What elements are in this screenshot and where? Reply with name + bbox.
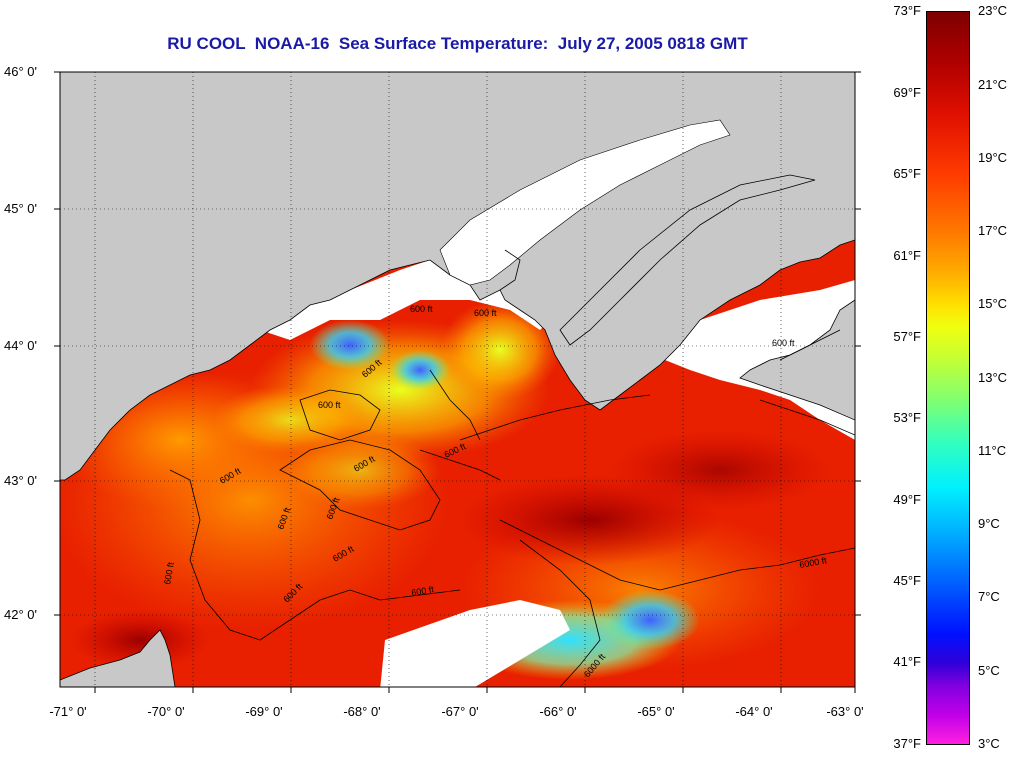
colorbar-c-label: 5°C — [978, 663, 1000, 678]
colorbar-f-label: 57°F — [893, 329, 921, 344]
lon-label: -64° 0' — [735, 704, 773, 719]
colorbar-c-label: 19°C — [978, 150, 1008, 165]
colorbar-c-label: 15°C — [978, 296, 1008, 311]
plot-frame — [59, 71, 856, 688]
colorbar-f-label: 53°F — [893, 410, 921, 425]
lon-label: -70° 0' — [147, 704, 185, 719]
bay-water — [439, 119, 731, 286]
cold-region — [310, 320, 390, 370]
map-title: RU COOL NOAA-16 Sea Surface Temperature:… — [167, 34, 748, 53]
lon-label: -71° 0' — [49, 704, 87, 719]
contour-label: 600 ft — [318, 400, 341, 410]
land-area — [739, 299, 855, 421]
hot-region — [70, 610, 210, 670]
colorbar-c-label: 3°C — [978, 736, 1000, 751]
colorbar-c-label: 21°C — [978, 77, 1008, 92]
lon-label: -63° 0' — [826, 704, 864, 719]
lat-label: 46° 0' — [4, 64, 37, 79]
colorbar-f-label: 69°F — [893, 85, 921, 100]
lon-label: -67° 0' — [441, 704, 479, 719]
contour-label: 600 ft — [411, 584, 435, 598]
colorbar-c-label: 23°C — [978, 3, 1008, 18]
colorbar-f-label: 45°F — [893, 573, 921, 588]
land-area — [559, 174, 816, 346]
contour-label: 600 ft — [474, 308, 497, 318]
cold-region — [600, 590, 700, 650]
contour-label: 6000 ft — [799, 555, 828, 570]
lat-label: 43° 0' — [4, 473, 37, 488]
colorbar-c-label: 7°C — [978, 589, 1000, 604]
lon-label: -69° 0' — [245, 704, 283, 719]
contour-label: 600 ft — [162, 561, 176, 585]
cloud-area — [640, 280, 855, 440]
colorbar-c-label: 13°C — [978, 370, 1008, 385]
cold-region — [390, 350, 450, 390]
contour-label: 600 ft — [410, 304, 433, 314]
colorbar-f-label: 41°F — [893, 654, 921, 669]
lat-label: 42° 0' — [4, 607, 37, 622]
graticule — [60, 72, 855, 687]
lat-label: 44° 0' — [4, 338, 37, 353]
hot-region — [610, 430, 830, 510]
land-area — [60, 629, 176, 687]
depth-contours — [169, 249, 855, 687]
colorbar-c-label: 11°C — [978, 443, 1007, 458]
temperature-colorbar — [926, 11, 970, 745]
lat-label: 45° 0' — [4, 201, 37, 216]
axis-ticks — [54, 71, 861, 693]
contour-label: 600 ft — [772, 338, 795, 348]
colorbar-f-label: 49°F — [893, 492, 921, 507]
colorbar-c-label: 9°C — [978, 516, 1000, 531]
lon-label: -66° 0' — [539, 704, 577, 719]
colorbar-f-label: 37°F — [893, 736, 921, 751]
cool-region — [440, 300, 560, 400]
colorbar-f-label: 65°F — [893, 166, 921, 181]
lon-label: -65° 0' — [637, 704, 675, 719]
colorbar-c-label: 17°C — [978, 223, 1008, 238]
colorbar-f-label: 61°F — [893, 248, 921, 263]
colorbar-f-label: 73°F — [893, 3, 921, 18]
lon-label: -68° 0' — [343, 704, 381, 719]
cloud-area — [380, 600, 570, 687]
